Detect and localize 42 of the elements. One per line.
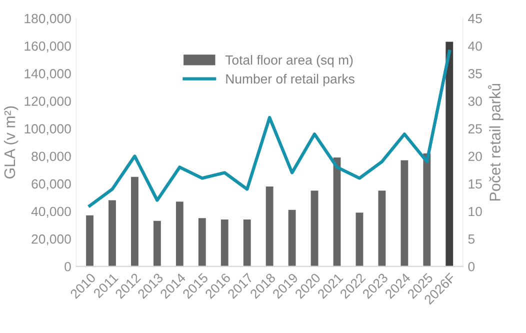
bar — [86, 215, 94, 266]
bar — [131, 176, 138, 266]
y-tick-label: 140,000 — [24, 69, 71, 80]
y-tick-label: 120,000 — [24, 96, 71, 108]
y-tick-label: 180,000 — [24, 14, 71, 25]
bar — [423, 153, 431, 266]
y2-tick-label: 15 — [468, 179, 482, 189]
y-tick-label: 160,000 — [24, 41, 71, 52]
bar — [446, 42, 454, 266]
bar — [243, 220, 251, 266]
bar — [400, 160, 408, 266]
y-tick-label: 0 — [64, 262, 71, 272]
y-tick-label: 80,000 — [32, 152, 71, 163]
y2-tick-label: 45 — [468, 14, 482, 24]
y2-tick-label: 10 — [468, 206, 482, 216]
y2-tick-label: 25 — [468, 124, 482, 134]
bar — [333, 158, 341, 266]
y-axis-title: GLA (v m²) — [4, 106, 18, 179]
legend-label: Total floor area (sq m) — [225, 55, 353, 68]
line-series — [88, 50, 451, 208]
y2-tick-label: 40 — [468, 41, 482, 51]
bar — [198, 218, 206, 266]
legend-label: Number of retail parks — [226, 74, 354, 86]
y-tick-label: 60,000 — [32, 179, 71, 190]
bar — [176, 202, 184, 266]
bar — [108, 200, 116, 266]
bar — [288, 210, 296, 266]
y2-tick-label: 30 — [468, 96, 482, 106]
y-tick-label: 20,000 — [32, 234, 71, 246]
y2-axis-title: Počet retail parků — [488, 84, 504, 201]
y2-tick-label: 20 — [468, 152, 482, 162]
y-tick-label: 100,000 — [24, 124, 71, 136]
bar — [378, 190, 386, 266]
y2-tick-label: 35 — [468, 69, 482, 78]
y2-tick-label: 5 — [468, 234, 475, 244]
y-tick-label: 40,000 — [31, 206, 71, 218]
bar — [153, 220, 161, 266]
bar — [220, 220, 228, 266]
y2-tick-label: 0 — [468, 262, 475, 272]
bar — [356, 212, 364, 266]
bar — [310, 190, 318, 266]
bar — [266, 186, 274, 266]
